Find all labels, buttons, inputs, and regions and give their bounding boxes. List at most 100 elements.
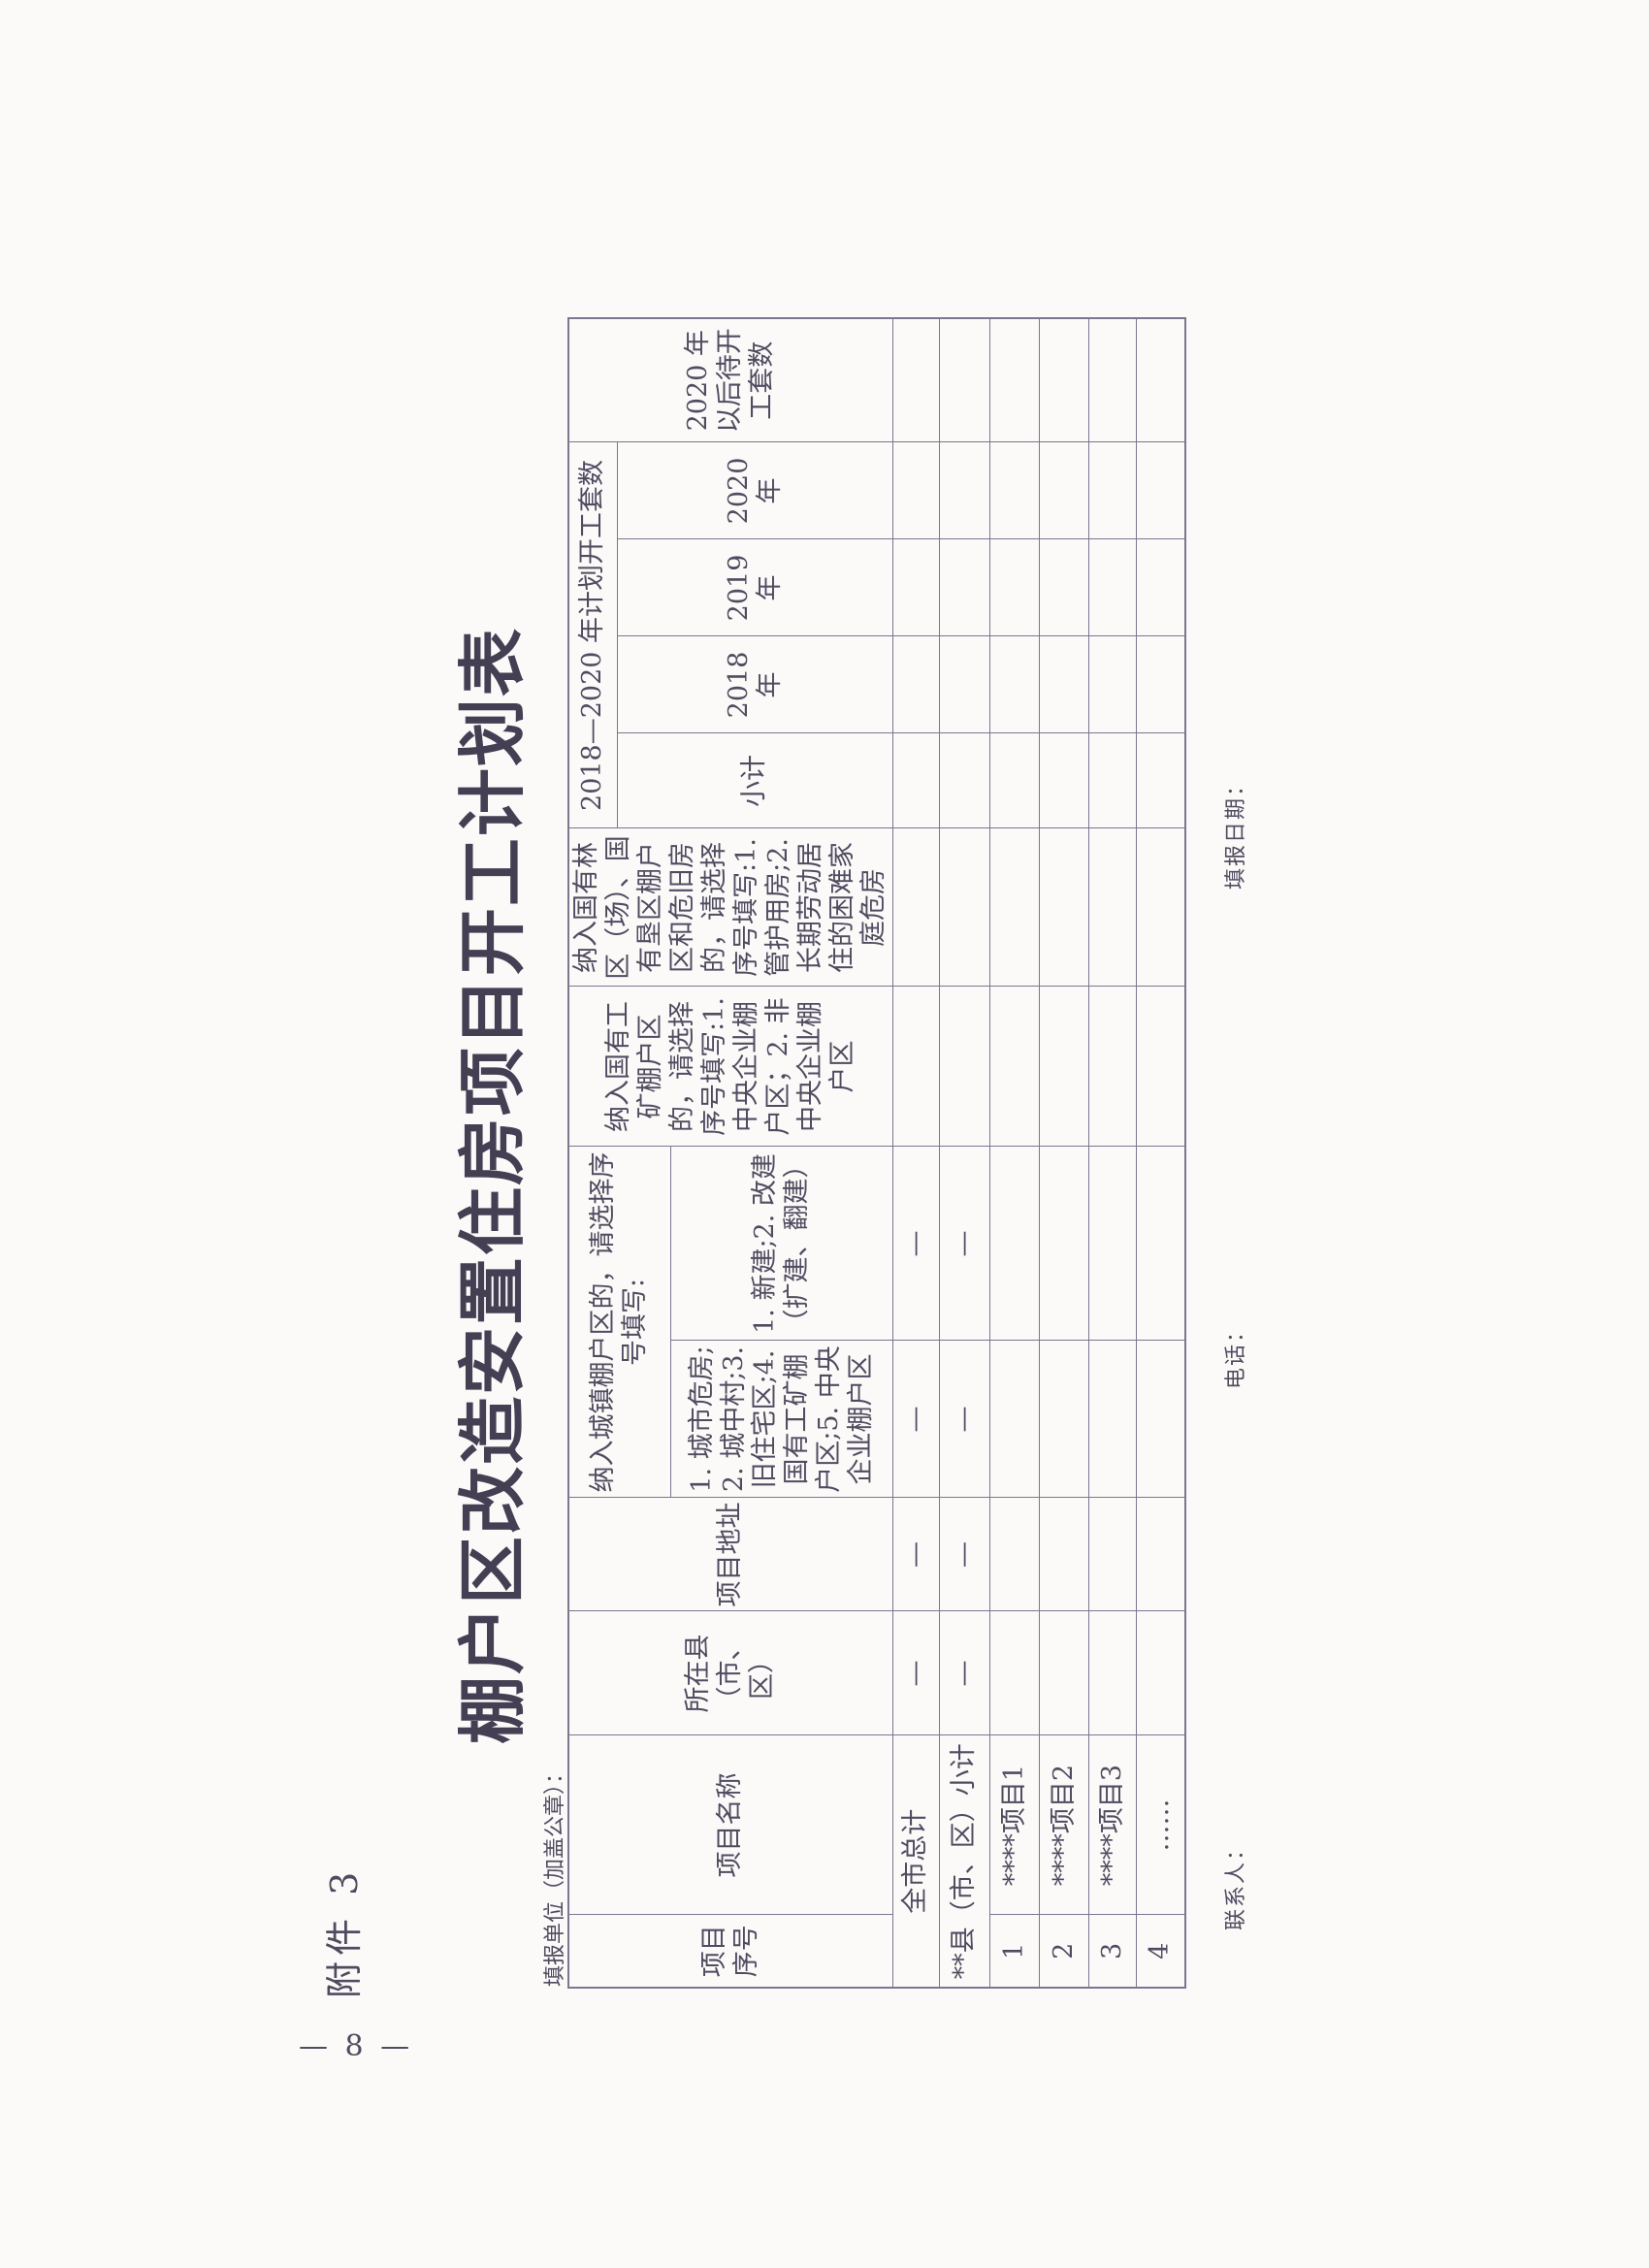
- table-row-project-3: 3 ****项目3: [1088, 317, 1137, 1988]
- data-cell: —: [939, 1611, 990, 1735]
- data-cell: [892, 986, 940, 1147]
- data-cell: —: [892, 1341, 940, 1498]
- plan-table: 项目序号 项目名称 所在县（市、区） 项目地址 纳入城镇棚户区的，请选择序号填写…: [567, 316, 1186, 1989]
- data-cell: [989, 635, 1040, 733]
- table-row-ellipsis: 4 ……: [1136, 317, 1185, 1988]
- data-cell: [1039, 1146, 1089, 1341]
- data-cell: [1039, 635, 1089, 733]
- data-cell: [892, 827, 940, 987]
- seq-cell: 3: [1088, 1915, 1137, 1988]
- data-cell: [1088, 732, 1137, 828]
- data-cell: [1136, 986, 1185, 1147]
- data-cell: —: [892, 1611, 940, 1735]
- data-cell: [1088, 635, 1137, 733]
- data-cell: [1039, 827, 1089, 987]
- header-county: 所在县（市、区）: [568, 1611, 893, 1735]
- data-cell: [989, 1146, 1040, 1341]
- data-cell: [939, 732, 990, 828]
- data-cell: —: [939, 1146, 990, 1341]
- data-cell: [1088, 1498, 1137, 1611]
- header-subtotal: 小计: [617, 732, 893, 828]
- data-cell: [989, 1341, 1040, 1498]
- page-number: — 8 —: [299, 2029, 414, 2063]
- report-date-label: 填报日期：: [1224, 772, 1248, 890]
- header-urban-type: 1. 城市危房; 2. 城中村;3. 旧住宅区;4. 国有工矿棚户区;5. 中央…: [670, 1341, 893, 1498]
- table-row-project-1: 1 ****项目1: [989, 317, 1040, 1988]
- data-cell: [1136, 538, 1185, 636]
- data-cell: [1039, 538, 1089, 636]
- data-cell: [989, 538, 1040, 636]
- data-cell: [939, 538, 990, 636]
- header-plan-group: 2018—2020 年计划开工套数: [568, 441, 617, 828]
- data-cell: [989, 441, 1040, 539]
- header-seq: 项目序号: [568, 1915, 893, 1988]
- data-cell: [892, 317, 940, 442]
- header-address: 项目地址: [568, 1498, 893, 1611]
- data-cell: [989, 986, 1040, 1147]
- data-cell: [1136, 1146, 1185, 1341]
- data-cell: [939, 317, 990, 442]
- attachment-label: 附件 3: [323, 1865, 366, 1998]
- data-cell: [1088, 317, 1137, 442]
- data-cell: —: [939, 1341, 990, 1498]
- data-cell: [939, 635, 990, 733]
- data-cell: [892, 635, 940, 733]
- header-after-2020: 2020 年以后待开工套数: [568, 317, 893, 442]
- data-cell: —: [892, 1146, 940, 1341]
- phone-label: 电话：: [1224, 1318, 1248, 1389]
- data-cell: [1039, 732, 1089, 828]
- data-cell: [1136, 827, 1185, 987]
- data-cell: [989, 1611, 1040, 1735]
- data-cell: [892, 538, 940, 636]
- data-cell: [1136, 1611, 1185, 1735]
- form-unit-label: 填报单位（加盖公章）：: [543, 1762, 567, 1987]
- data-cell: [1039, 441, 1089, 539]
- header-2020: 2020 年: [617, 441, 893, 539]
- data-cell: [1136, 732, 1185, 828]
- data-cell: —: [939, 1498, 990, 1611]
- header-urban-group: 纳入城镇棚户区的，请选择序号填写:: [568, 1146, 671, 1498]
- data-cell: —: [892, 1498, 940, 1611]
- data-cell: [989, 317, 1040, 442]
- data-cell: [1088, 1611, 1137, 1735]
- data-cell: [939, 986, 990, 1147]
- seq-cell: 2: [1039, 1915, 1089, 1988]
- data-cell: [939, 827, 990, 987]
- data-cell: [1136, 1341, 1185, 1498]
- data-cell: [1088, 1146, 1137, 1341]
- data-cell: [989, 827, 1040, 987]
- header-urban-build: 1. 新建;2. 改建（扩建、翻建）: [670, 1146, 893, 1341]
- data-cell: [989, 732, 1040, 828]
- table-row-project-2: 2 ****项目2: [1039, 317, 1089, 1988]
- data-cell: [1088, 827, 1137, 987]
- data-cell: [1039, 317, 1089, 442]
- data-cell: [1088, 986, 1137, 1147]
- data-cell: [1039, 1341, 1089, 1498]
- data-cell: [892, 441, 940, 539]
- header-mining: 纳入国有工矿棚户区的，请选择序号填写:1. 中央企业棚户区；2. 非中央企业棚户…: [568, 986, 893, 1147]
- header-2018: 2018 年: [617, 635, 893, 733]
- data-cell: [1039, 986, 1089, 1147]
- data-cell: [1136, 317, 1185, 442]
- table-row-city-total: 全市总计 — — — —: [892, 317, 940, 1988]
- header-2019: 2019 年: [617, 538, 893, 636]
- row-label: ****项目1: [989, 1735, 1040, 1915]
- header-name: 项目名称: [568, 1735, 893, 1915]
- row-label: 全市总计: [892, 1735, 940, 1988]
- data-cell: [1039, 1611, 1089, 1735]
- header-forest: 纳入国有林区（场）、国有垦区棚户区和危旧房的，请选择序号填写:1. 管护用房;2…: [568, 827, 893, 987]
- row-label: ****项目2: [1039, 1735, 1089, 1915]
- data-cell: [1136, 1498, 1185, 1611]
- data-cell: [892, 732, 940, 828]
- data-cell: [1088, 1341, 1137, 1498]
- data-cell: [1039, 1498, 1089, 1611]
- row-label: **县（市、区）小计: [939, 1735, 990, 1988]
- data-cell: [1136, 441, 1185, 539]
- table-row-county-subtotal: **县（市、区）小计 — — — —: [939, 317, 990, 1988]
- data-cell: [1136, 635, 1185, 733]
- data-cell: [939, 441, 990, 539]
- seq-cell: 4: [1136, 1915, 1185, 1988]
- row-label: ……: [1136, 1735, 1185, 1915]
